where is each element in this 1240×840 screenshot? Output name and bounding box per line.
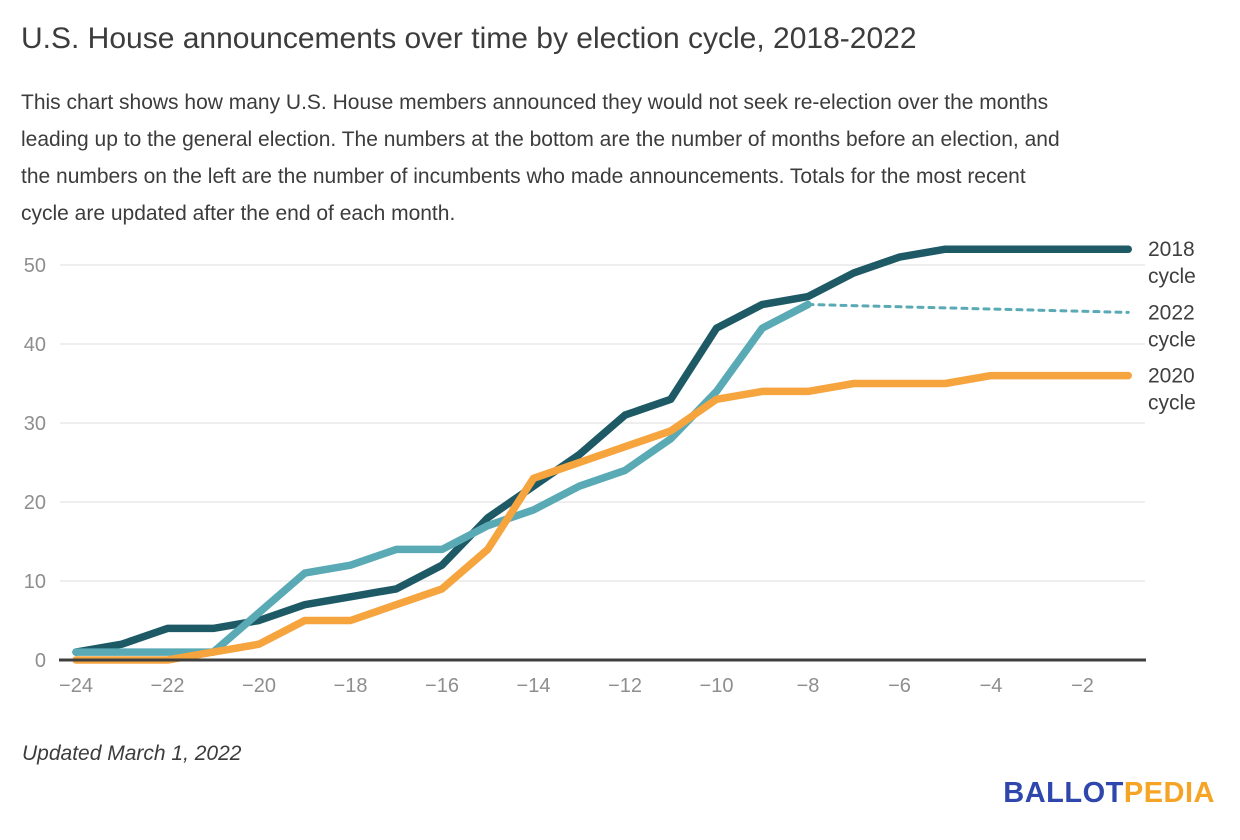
chart-description: This chart shows how many U.S. House mem… (21, 84, 1060, 232)
x-tick-label: −2 (1071, 675, 1094, 697)
series-label: 2022 (1148, 301, 1195, 324)
logo-pedia-text: PEDIA (1123, 777, 1215, 809)
description-line: the numbers on the left are the number o… (21, 165, 1026, 188)
x-tick-label: −16 (425, 675, 459, 697)
series-label: cycle (1148, 392, 1196, 415)
page-title: U.S. House announcements over time by el… (21, 22, 917, 55)
x-tick-label: −10 (700, 675, 734, 697)
y-tick-label: 30 (24, 413, 46, 435)
series-label: cycle (1148, 328, 1196, 351)
y-tick-label: 10 (24, 571, 46, 593)
logo-ballot-text: BALLOT (1003, 777, 1124, 809)
description-line: cycle are updated after the end of each … (21, 202, 456, 225)
y-tick-label: 50 (24, 255, 46, 277)
description-line: This chart shows how many U.S. House mem… (21, 91, 1049, 114)
x-tick-label: −12 (608, 675, 642, 697)
series-line-2022-cycle-projection (806, 303, 1130, 314)
x-tick-label: −8 (797, 675, 820, 697)
y-tick-label: 20 (24, 492, 46, 514)
x-tick-label: −6 (888, 675, 911, 697)
x-tick-label: −18 (334, 675, 368, 697)
x-tick-label: −14 (517, 675, 551, 697)
x-tick-label: −20 (242, 675, 276, 697)
ballotpedia-logo: BALLOTPEDIA (1003, 777, 1215, 810)
series-line-2020-cycle (72, 371, 1132, 664)
series-label: 2018 (1148, 238, 1195, 261)
x-tick-label: −24 (59, 675, 93, 697)
updated-note: Updated March 1, 2022 (22, 742, 242, 765)
x-tick-label: −4 (980, 675, 1003, 697)
description-line: leading up to the general election. The … (21, 128, 1060, 151)
series-label: 2020 (1148, 365, 1195, 388)
series-label: cycle (1148, 265, 1196, 288)
y-tick-label: 0 (35, 650, 46, 672)
line-chart: 0 10 20 30 40 50 −24 −22 −20 −18 −16 −14 −12 −10 −8 −6 −… (24, 238, 1196, 697)
x-tick-label: −22 (151, 675, 185, 697)
y-tick-label: 40 (24, 334, 46, 356)
